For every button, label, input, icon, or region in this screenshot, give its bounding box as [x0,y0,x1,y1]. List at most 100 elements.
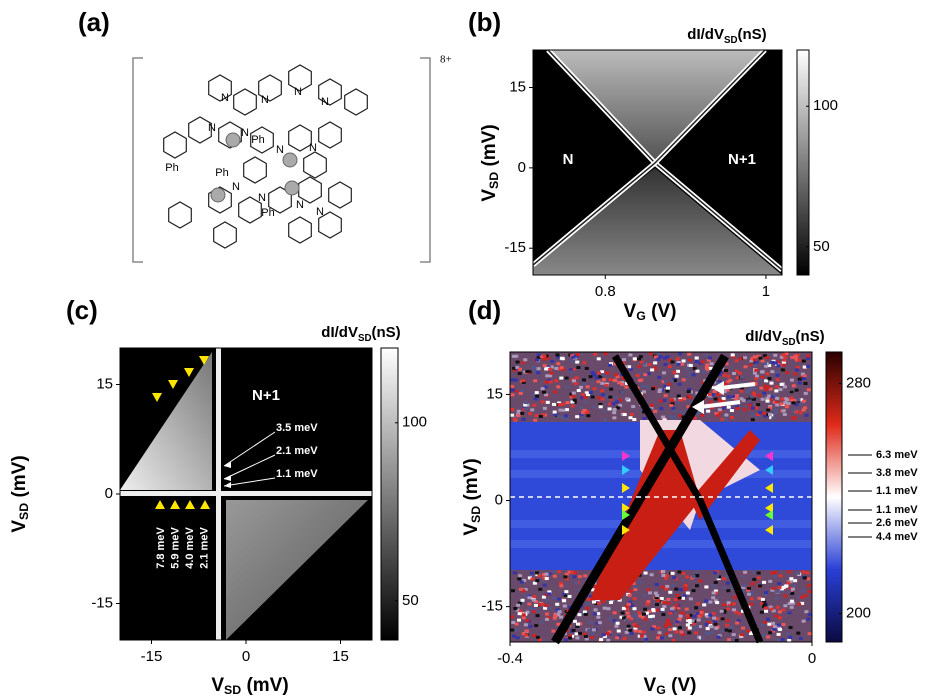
heatmap-part [807,388,811,391]
heatmap-part [699,579,703,582]
heatmap-part [621,611,625,614]
heatmap-part [655,603,659,606]
heatmap-part [515,629,519,632]
heatmap-part [661,416,665,419]
heatmap-part [803,366,807,369]
heatmap-part [776,606,780,609]
heatmap-part [777,364,781,367]
heatmap-part [559,584,563,587]
heatmap-part [730,626,734,629]
heatmap-part [704,631,708,634]
atom-label: N [208,122,216,134]
heatmap-part [644,572,648,575]
heatmap-part [658,631,662,634]
ring [319,122,342,148]
heatmap-part [757,394,761,397]
heatmap-part [511,378,515,381]
label-sub: SD [17,503,31,520]
heatmap-part [686,368,690,371]
heatmap-part [645,385,649,388]
heatmap-part [617,381,621,384]
heatmap-part [668,634,672,637]
heatmap-part [757,597,761,600]
heatmap-part [711,631,715,634]
y-tick-label: 0 [105,485,113,502]
heatmap-part [524,401,528,404]
heatmap-part [576,623,580,626]
heatmap-part [762,412,766,415]
heatmap-part [665,390,669,393]
heatmap-part [586,414,590,417]
heatmap-part [517,414,521,417]
heatmap-part [694,631,698,634]
heatmap-part [777,633,781,636]
heatmap-part [571,360,575,363]
heatmap-part [695,571,699,574]
heatmap-part [519,588,523,591]
heatmap-part [775,370,779,373]
heatmap-part [680,363,684,366]
atom-label: Ph [165,162,178,174]
heatmap-part [750,582,754,585]
heatmap-part [553,613,557,616]
heatmap-part [753,372,757,375]
y-tick-label: 15 [486,385,503,402]
heatmap-part [678,383,682,386]
heatmap-part [804,610,808,613]
heatmap-part [670,607,674,610]
heatmap-part [519,392,523,395]
heatmap-part [782,364,786,367]
heatmap-part [674,630,678,633]
atom-label: N [221,92,229,104]
heatmap-part [802,360,806,363]
heatmap-part [543,407,547,410]
heatmap-part [797,398,801,401]
heatmap-part [714,581,718,584]
heatmap-part [664,587,668,590]
heatmap-part [766,618,770,621]
heatmap-part [661,574,665,577]
heatmap-part [628,416,632,419]
heatmap-part [678,626,682,629]
heatmap-part [681,633,685,636]
heatmap-part [592,387,596,390]
atom-label: N [296,199,304,211]
heatmap-part [774,362,778,365]
heatmap-part [721,629,725,632]
heatmap-part [775,403,779,406]
heatmap-part [521,361,525,364]
heatmap-part [714,627,718,630]
x-tick-label: 0.8 [595,283,616,300]
heatmap-part [662,371,666,374]
heatmap-part [782,586,786,589]
colorbar [826,352,842,642]
heatmap-part [536,371,540,374]
heatmap-part [740,397,744,400]
heatmap-part [514,390,518,393]
heatmap-part [761,398,765,401]
heatmap-part [713,571,717,574]
heatmap-part [623,413,627,416]
heatmap-part [687,631,691,634]
heatmap-part [720,617,724,620]
heatmap-part [583,396,587,399]
y-tick-label: -15 [481,598,503,615]
heatmap-part [775,590,779,593]
heatmap-part [691,628,695,631]
heatmap-part [612,411,616,414]
heatmap-part [583,574,587,577]
heatmap-part [677,394,681,397]
label-sub: SD [487,172,501,189]
heatmap-part [613,397,617,400]
heatmap-part [613,408,617,411]
heatmap-part [553,411,557,414]
heatmap-part [571,405,575,408]
heatmap-part [780,398,784,401]
atom-label: N [258,192,266,204]
heatmap-part [557,570,561,573]
heatmap-part [561,409,565,412]
heatmap-part [575,415,579,418]
axis-label: VSD (mV) [461,458,483,535]
heatmap-part [576,366,580,369]
heatmap-part [807,584,811,587]
